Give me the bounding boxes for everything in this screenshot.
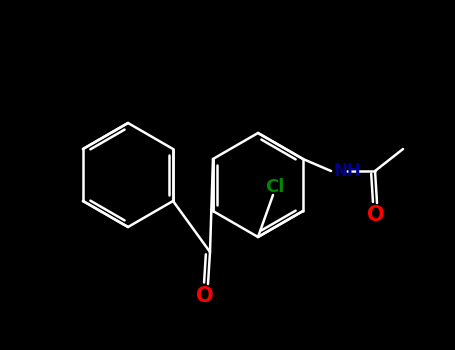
Text: NH: NH: [333, 162, 361, 180]
Text: Cl: Cl: [265, 178, 285, 196]
Text: O: O: [367, 205, 385, 225]
Text: O: O: [196, 286, 214, 306]
